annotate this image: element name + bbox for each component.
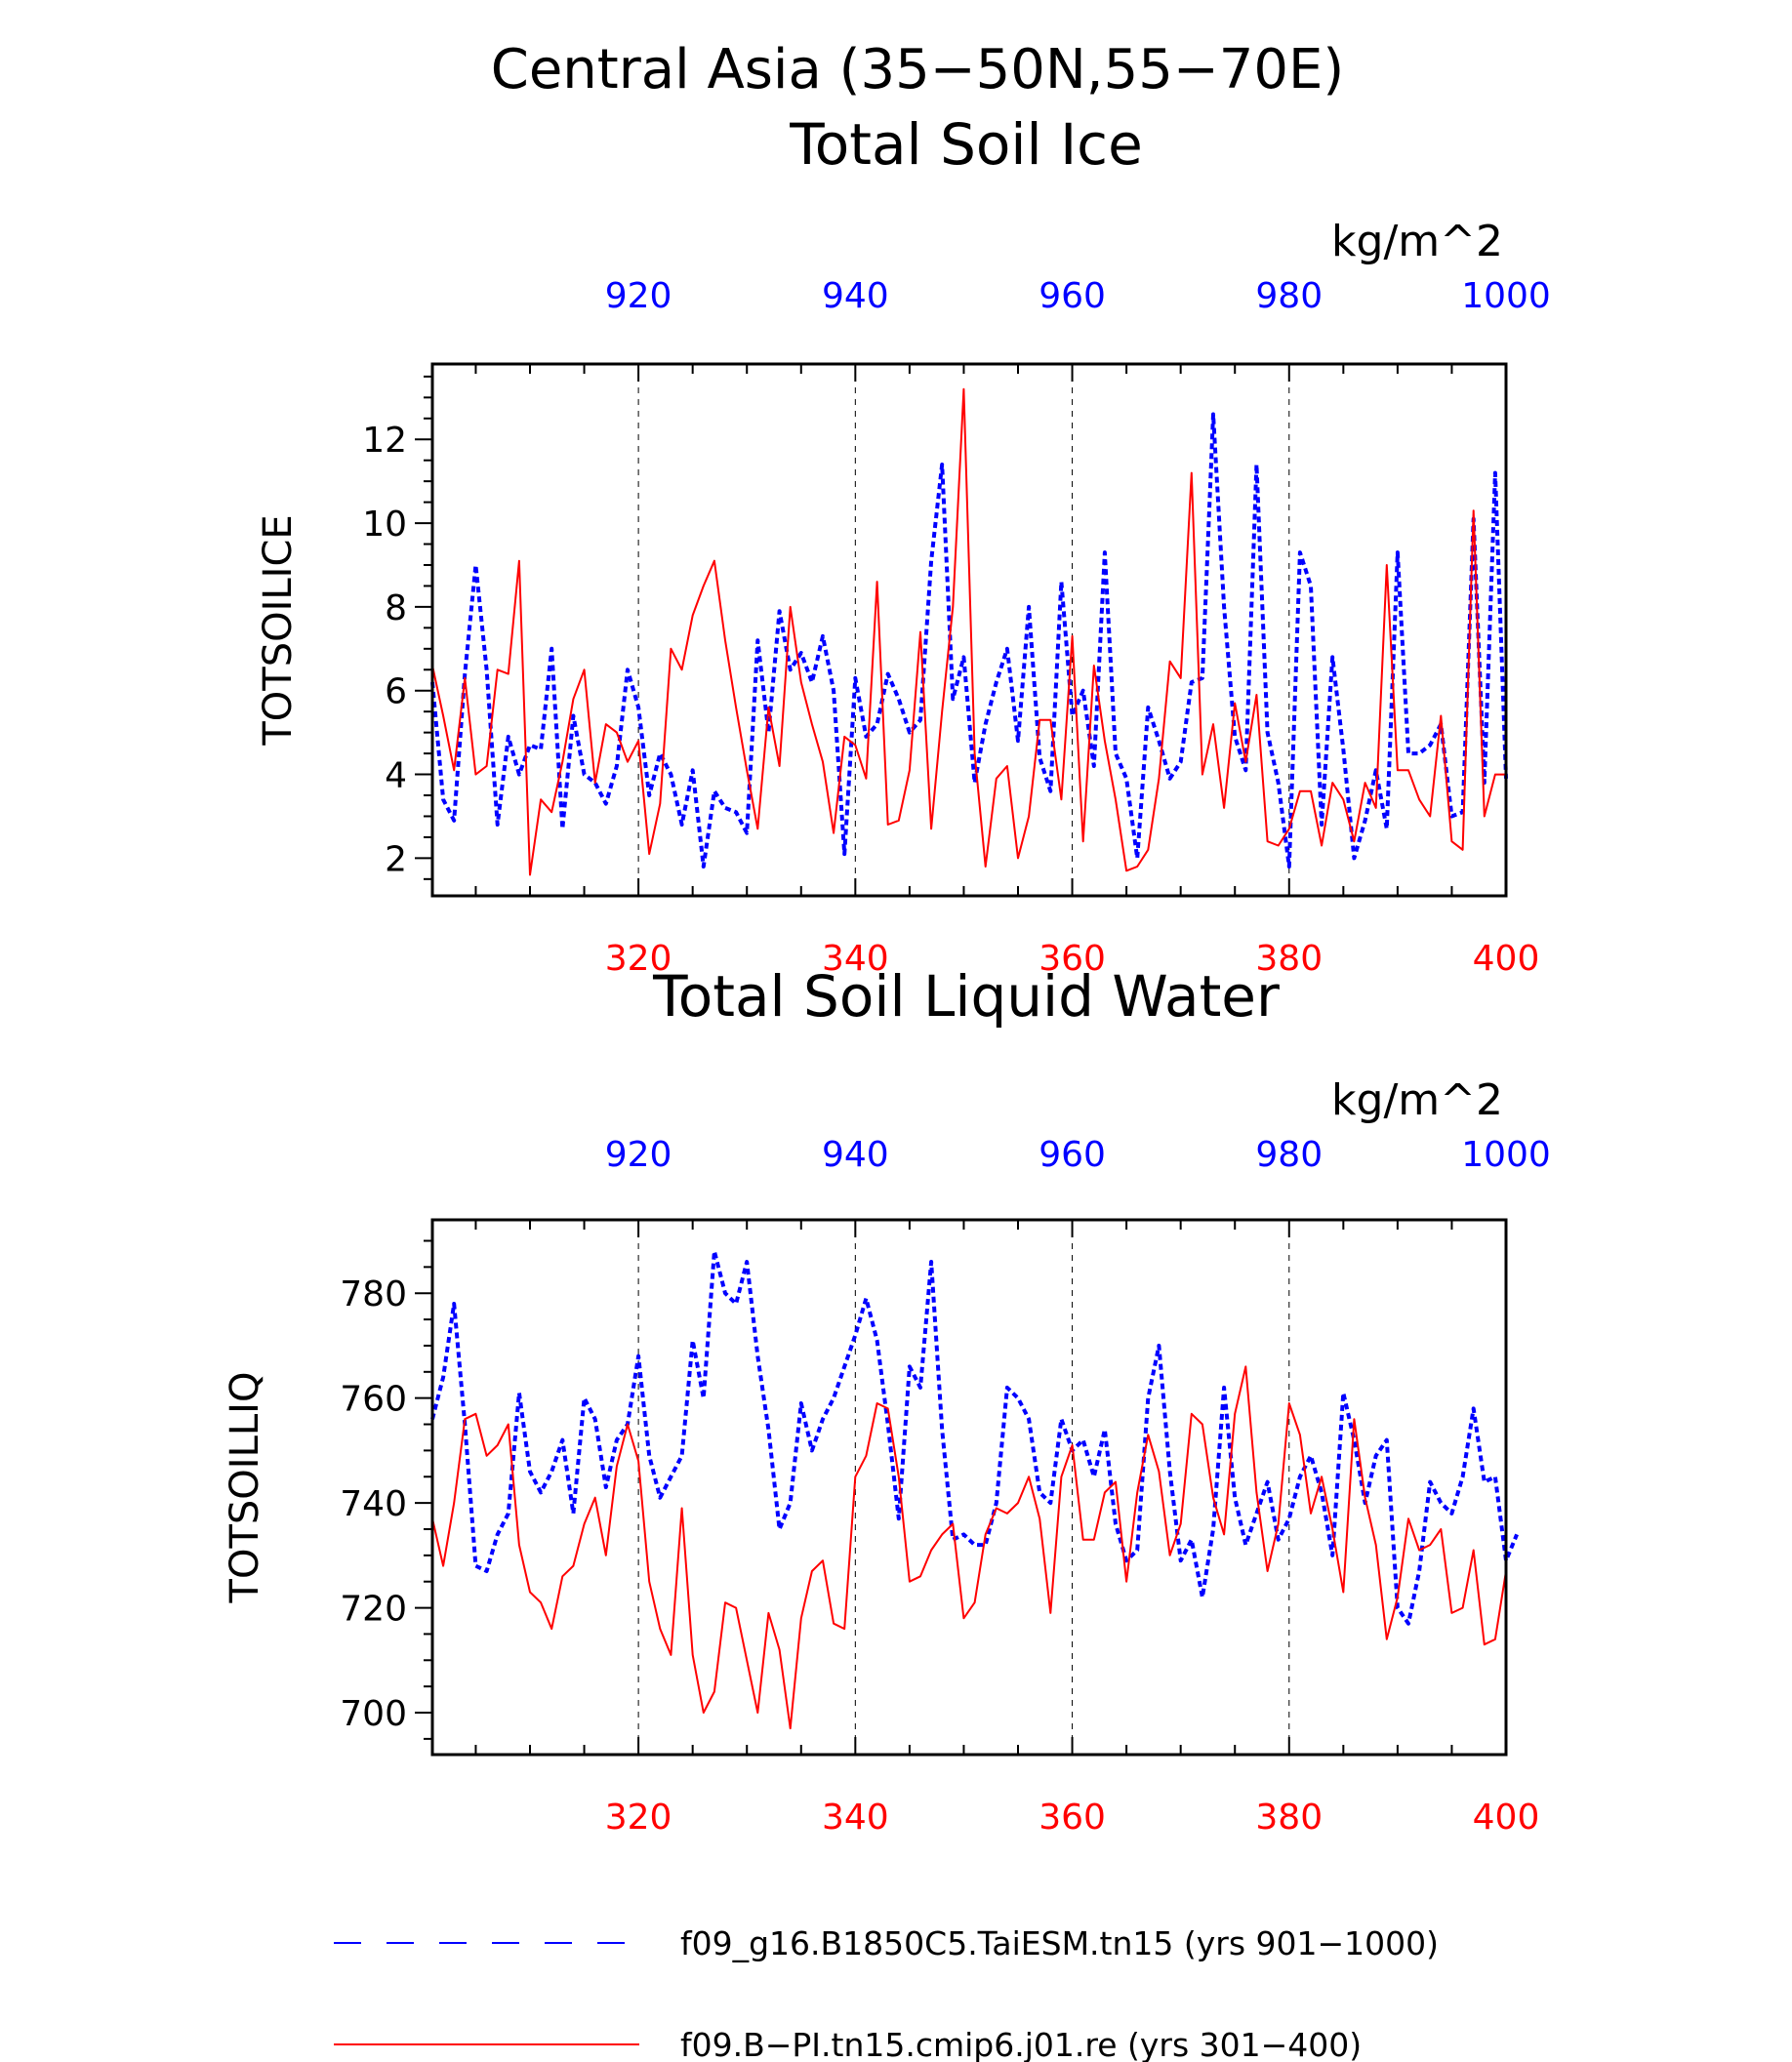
units-label: kg/m^2 [1331,217,1503,266]
panel-title: Total Soil Liquid Water [652,963,1280,1030]
x-tick-label-top: 960 [1039,276,1106,316]
x-tick-label-top: 920 [605,1135,672,1175]
x-tick-label-bottom: 340 [822,939,889,979]
x-tick-label-top: 1000 [1461,276,1551,316]
legend: f09_g16.B1850C5.TaiESM.tn15 (yrs 901−100… [334,1924,1439,2062]
x-tick-label-top: 920 [605,276,672,316]
plot-frame [430,1218,1508,1757]
x-tick-label-bottom: 340 [822,1798,889,1838]
x-tick-label-bottom: 400 [1473,1798,1540,1838]
blue-series-line [430,1249,1519,1626]
blue-series-line [430,412,1508,869]
x-tick-label-top: 1000 [1461,1135,1551,1175]
red-series-line [431,1365,1507,1730]
y-tick-label: 10 [362,505,407,545]
x-tick-label-bottom: 320 [605,1798,672,1838]
y-tick-label: 8 [385,588,407,628]
x-tick-label-top: 980 [1255,1135,1323,1175]
legend-label-blue: f09_g16.B1850C5.TaiESM.tn15 (yrs 901−100… [680,1924,1439,1962]
panel-total-soil-ice: Total Soil Ice kg/m^2 TOTSOILICE 2 4 6 8 10 12 32… [256,111,1551,979]
figure-title: Central Asia (35−50N,55−70E) [491,38,1345,101]
y-tick-label: 2 [385,839,407,879]
y-tick-label: 720 [340,1590,407,1630]
x-tick-label-bottom: 400 [1473,939,1540,979]
legend-label-red: f09.B−PI.tn15.cmip6.j01.re (yrs 301−400) [680,2026,1362,2062]
y-tick-label: 700 [340,1694,407,1734]
x-tick-label-top: 940 [822,1135,889,1175]
y-axis-label: TOTSOILICE [256,514,301,746]
y-axis-label: TOTSOILLIQ [223,1372,267,1604]
panel-total-soil-liquid-water: Total Soil Liquid Water kg/m^2 TOTSOILLIQ 7… [223,963,1551,1838]
panel-title: Total Soil Ice [789,111,1143,178]
red-series-line [431,387,1506,876]
x-tick-label-bottom: 360 [1039,939,1106,979]
y-tick-label: 740 [340,1484,407,1524]
y-tick-label: 760 [340,1380,407,1420]
y-tick-label: 12 [362,421,407,461]
x-tick-label-bottom: 360 [1039,1798,1106,1838]
units-label: kg/m^2 [1331,1075,1503,1125]
x-tick-label-bottom: 380 [1255,939,1323,979]
y-tick-label: 6 [385,672,407,712]
x-tick-label-top: 980 [1255,276,1323,316]
plot-frame [430,362,1508,898]
y-tick-label: 4 [385,756,407,796]
x-tick-label-bottom: 380 [1255,1798,1323,1838]
x-tick-label-top: 960 [1039,1135,1106,1175]
x-tick-label-top: 940 [822,276,889,316]
x-tick-label-bottom: 320 [605,939,672,979]
y-tick-label: 780 [340,1274,407,1314]
